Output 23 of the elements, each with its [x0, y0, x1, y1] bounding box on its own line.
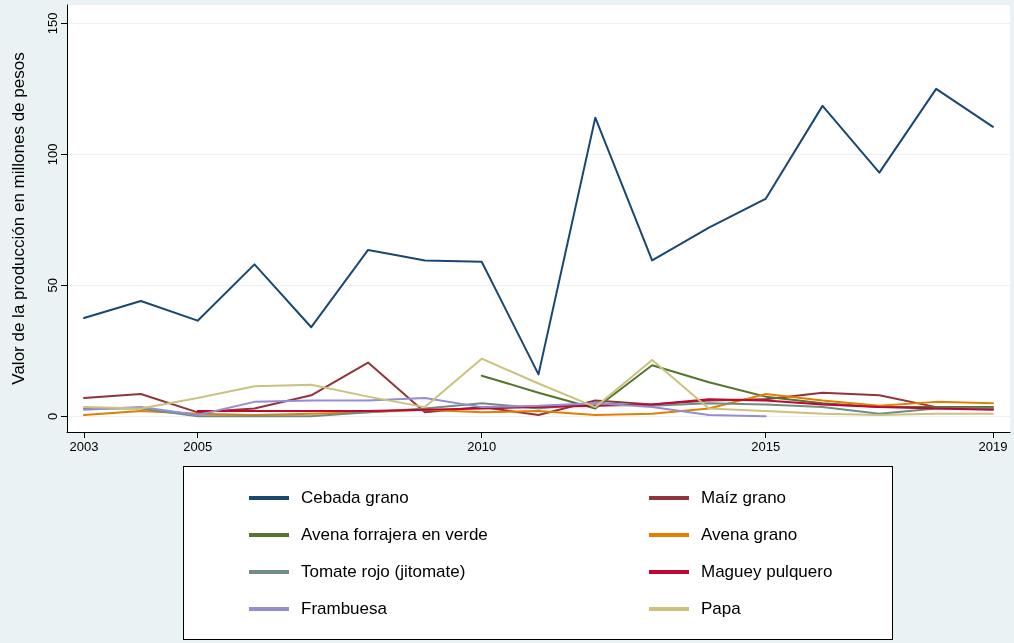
legend-label: Papa: [701, 598, 741, 619]
y-tick-label: 50: [45, 278, 60, 293]
line-series: [83, 87, 994, 376]
legend-label: Maguey pulquero: [701, 561, 833, 582]
x-tick-label: 2010: [467, 439, 497, 454]
line-series: [196, 398, 994, 413]
y-tick-label: 0: [45, 412, 60, 420]
legend-label: Cebada grano: [301, 487, 409, 508]
legend-label: Avena grano: [701, 524, 798, 545]
line-series: [83, 396, 767, 418]
y-tick-label: 100: [45, 143, 60, 166]
y-axis-title: Valor de la producción en millones de pesos: [9, 52, 28, 385]
y-tick-label: 150: [45, 12, 60, 35]
legend-label: Avena forrajera en verde: [301, 524, 488, 545]
line-series: [83, 393, 994, 416]
legend-label: Tomate rojo (jitomate): [301, 561, 466, 582]
x-tick-label: 2019: [978, 439, 1008, 454]
line-series: [480, 364, 994, 410]
legend-label: Maíz grano: [701, 487, 787, 508]
x-tick-label: 2015: [751, 439, 781, 454]
legend-label: Frambuesa: [301, 598, 387, 619]
x-tick-label: 2005: [183, 439, 213, 454]
x-tick-label: 2003: [69, 439, 99, 454]
